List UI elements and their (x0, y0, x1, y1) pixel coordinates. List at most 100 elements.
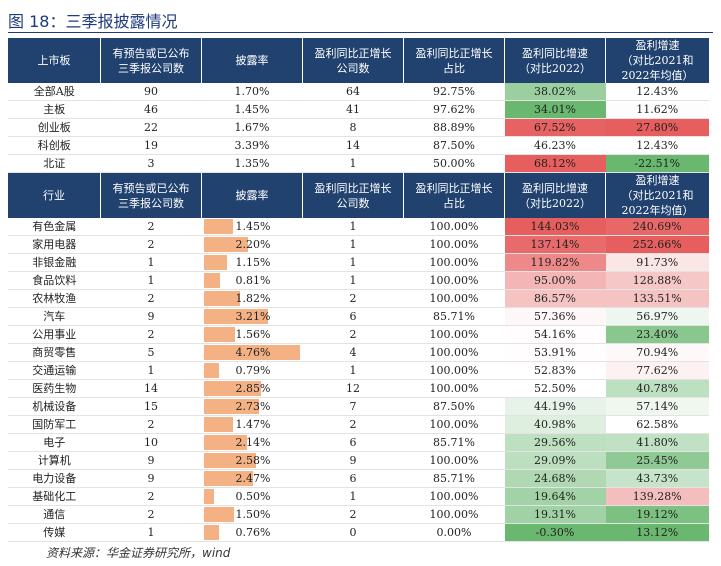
cell-g22: 53.91% (504, 343, 606, 362)
rate-bar (203, 471, 254, 486)
table-row: 机械设备 15 2.73% 7 87.50% 44.19% 57.14% (8, 397, 709, 416)
cell-g2122: 139.28% (605, 487, 709, 506)
cell-g2122: 13.12% (605, 523, 709, 542)
cell-name: 基础化工 (8, 487, 101, 506)
rate-value: 4.76% (235, 346, 271, 359)
column-header: 盈利同比正增长 公司数 (302, 38, 404, 83)
rate-value: 2.85% (235, 382, 271, 395)
cell-name: 家用电器 (8, 235, 101, 254)
cell-rate: 1.35% (201, 154, 303, 173)
cell-rate: 1.56% (201, 325, 303, 344)
cell-rate: 1.82% (201, 289, 303, 308)
cell-rate: 1.67% (201, 118, 303, 137)
cell-rate: 2.47% (201, 469, 303, 488)
rate-bar (203, 237, 248, 252)
rate-value: 0.79% (235, 364, 271, 377)
table-row: 农林牧渔 2 1.82% 2 100.00% 86.57% 133.51% (8, 289, 709, 308)
cell-g2122: 133.51% (605, 289, 709, 308)
cell-name: 机械设备 (8, 397, 101, 416)
column-header: 披露率 (201, 38, 303, 83)
rate-value: 1.47% (235, 418, 271, 431)
table-row: 电力设备 9 2.47% 6 85.71% 24.68% 43.73% (8, 469, 709, 488)
cell-share: 100.00% (403, 343, 505, 362)
cell-g22: 40.98% (504, 415, 606, 434)
table-row: 公用事业 2 1.56% 2 100.00% 54.16% 23.40% (8, 325, 709, 344)
cell-g22: 29.56% (504, 433, 606, 452)
table-row: 商贸零售 5 4.76% 4 100.00% 53.91% 70.94% (8, 343, 709, 362)
column-header: 盈利增速 （对比2021和 2022年均值） (605, 38, 709, 83)
cell-pos: 6 (302, 307, 404, 326)
cell-share: 100.00% (403, 289, 505, 308)
cell-pos: 6 (302, 433, 404, 452)
table-row: 创业板 22 1.67% 8 88.89% 67.52% 27.80% (8, 118, 709, 137)
table-row: 食品饮料 1 0.81% 1 100.00% 95.00% 128.88% (8, 271, 709, 290)
cell-count: 10 (100, 433, 202, 452)
cell-g22: 44.19% (504, 397, 606, 416)
table-row: 基础化工 2 0.50% 1 100.00% 19.64% 139.28% (8, 487, 709, 506)
cell-share: 100.00% (403, 505, 505, 524)
title-rule (8, 32, 713, 33)
rate-bar (203, 381, 261, 396)
cell-share: 100.00% (403, 218, 505, 236)
cell-share: 100.00% (403, 361, 505, 380)
rate-value: 3.21% (235, 310, 271, 323)
cell-rate: 1.50% (201, 505, 303, 524)
column-header: 盈利同比增速 （对比2022） (504, 172, 606, 218)
cell-g2122: 62.58% (605, 415, 709, 434)
column-header: 有预告或已公布 三季报公司数 (100, 38, 202, 83)
cell-g2122: 240.69% (605, 218, 709, 236)
cell-share: 92.75% (403, 83, 505, 101)
cell-g2122: 12.43% (605, 136, 709, 155)
cell-pos: 1 (302, 235, 404, 254)
table-row: 主板 46 1.45% 41 97.62% 34.01% 11.62% (8, 100, 709, 119)
cell-count: 22 (100, 118, 202, 137)
cell-count: 1 (100, 361, 202, 380)
rate-value: 2.47% (235, 472, 271, 485)
rate-bar (203, 489, 214, 504)
cell-pos: 2 (302, 289, 404, 308)
cell-name: 电子 (8, 433, 101, 452)
cell-pos: 9 (302, 451, 404, 470)
cell-count: 9 (100, 469, 202, 488)
rate-bar (203, 525, 219, 540)
rate-value: 1.56% (235, 328, 271, 341)
cell-name: 汽车 (8, 307, 101, 326)
cell-rate: 3.39% (201, 136, 303, 155)
cell-rate: 2.85% (201, 379, 303, 398)
cell-rate: 0.79% (201, 361, 303, 380)
cell-rate: 0.76% (201, 523, 303, 542)
cell-g2122: 43.73% (605, 469, 709, 488)
cell-g22: 54.16% (504, 325, 606, 344)
cell-g2122: 41.80% (605, 433, 709, 452)
cell-g22: 52.50% (504, 379, 606, 398)
rate-bar (203, 291, 241, 306)
cell-name: 有色金属 (8, 218, 101, 236)
cell-pos: 41 (302, 100, 404, 119)
cell-share: 100.00% (403, 325, 505, 344)
rate-bar (203, 219, 233, 234)
cell-name: 主板 (8, 100, 101, 119)
cell-g22: 86.57% (504, 289, 606, 308)
cell-name: 计算机 (8, 451, 101, 470)
cell-g22: 144.03% (504, 218, 606, 236)
column-header: 披露率 (201, 172, 303, 218)
cell-share: 50.00% (403, 154, 505, 173)
table-row: 医药生物 14 2.85% 12 100.00% 52.50% 40.78% (8, 379, 709, 398)
cell-rate: 1.70% (201, 83, 303, 101)
cell-count: 19 (100, 136, 202, 155)
cell-g22: 19.64% (504, 487, 606, 506)
column-header: 盈利同比正增长 占比 (403, 172, 505, 218)
rate-value: 2.14% (235, 436, 271, 449)
cell-pos: 4 (302, 343, 404, 362)
cell-share: 100.00% (403, 253, 505, 272)
cell-pos: 6 (302, 469, 404, 488)
cell-g2122: 56.97% (605, 307, 709, 326)
table-row: 汽车 9 3.21% 6 85.71% 57.36% 56.97% (8, 307, 709, 326)
cell-pos: 2 (302, 505, 404, 524)
rate-value: 1.15% (235, 256, 271, 269)
cell-g22: 137.14% (504, 235, 606, 254)
cell-rate: 1.47% (201, 415, 303, 434)
cell-g22: 57.36% (504, 307, 606, 326)
cell-rate: 1.45% (201, 100, 303, 119)
cell-g22: 52.83% (504, 361, 606, 380)
